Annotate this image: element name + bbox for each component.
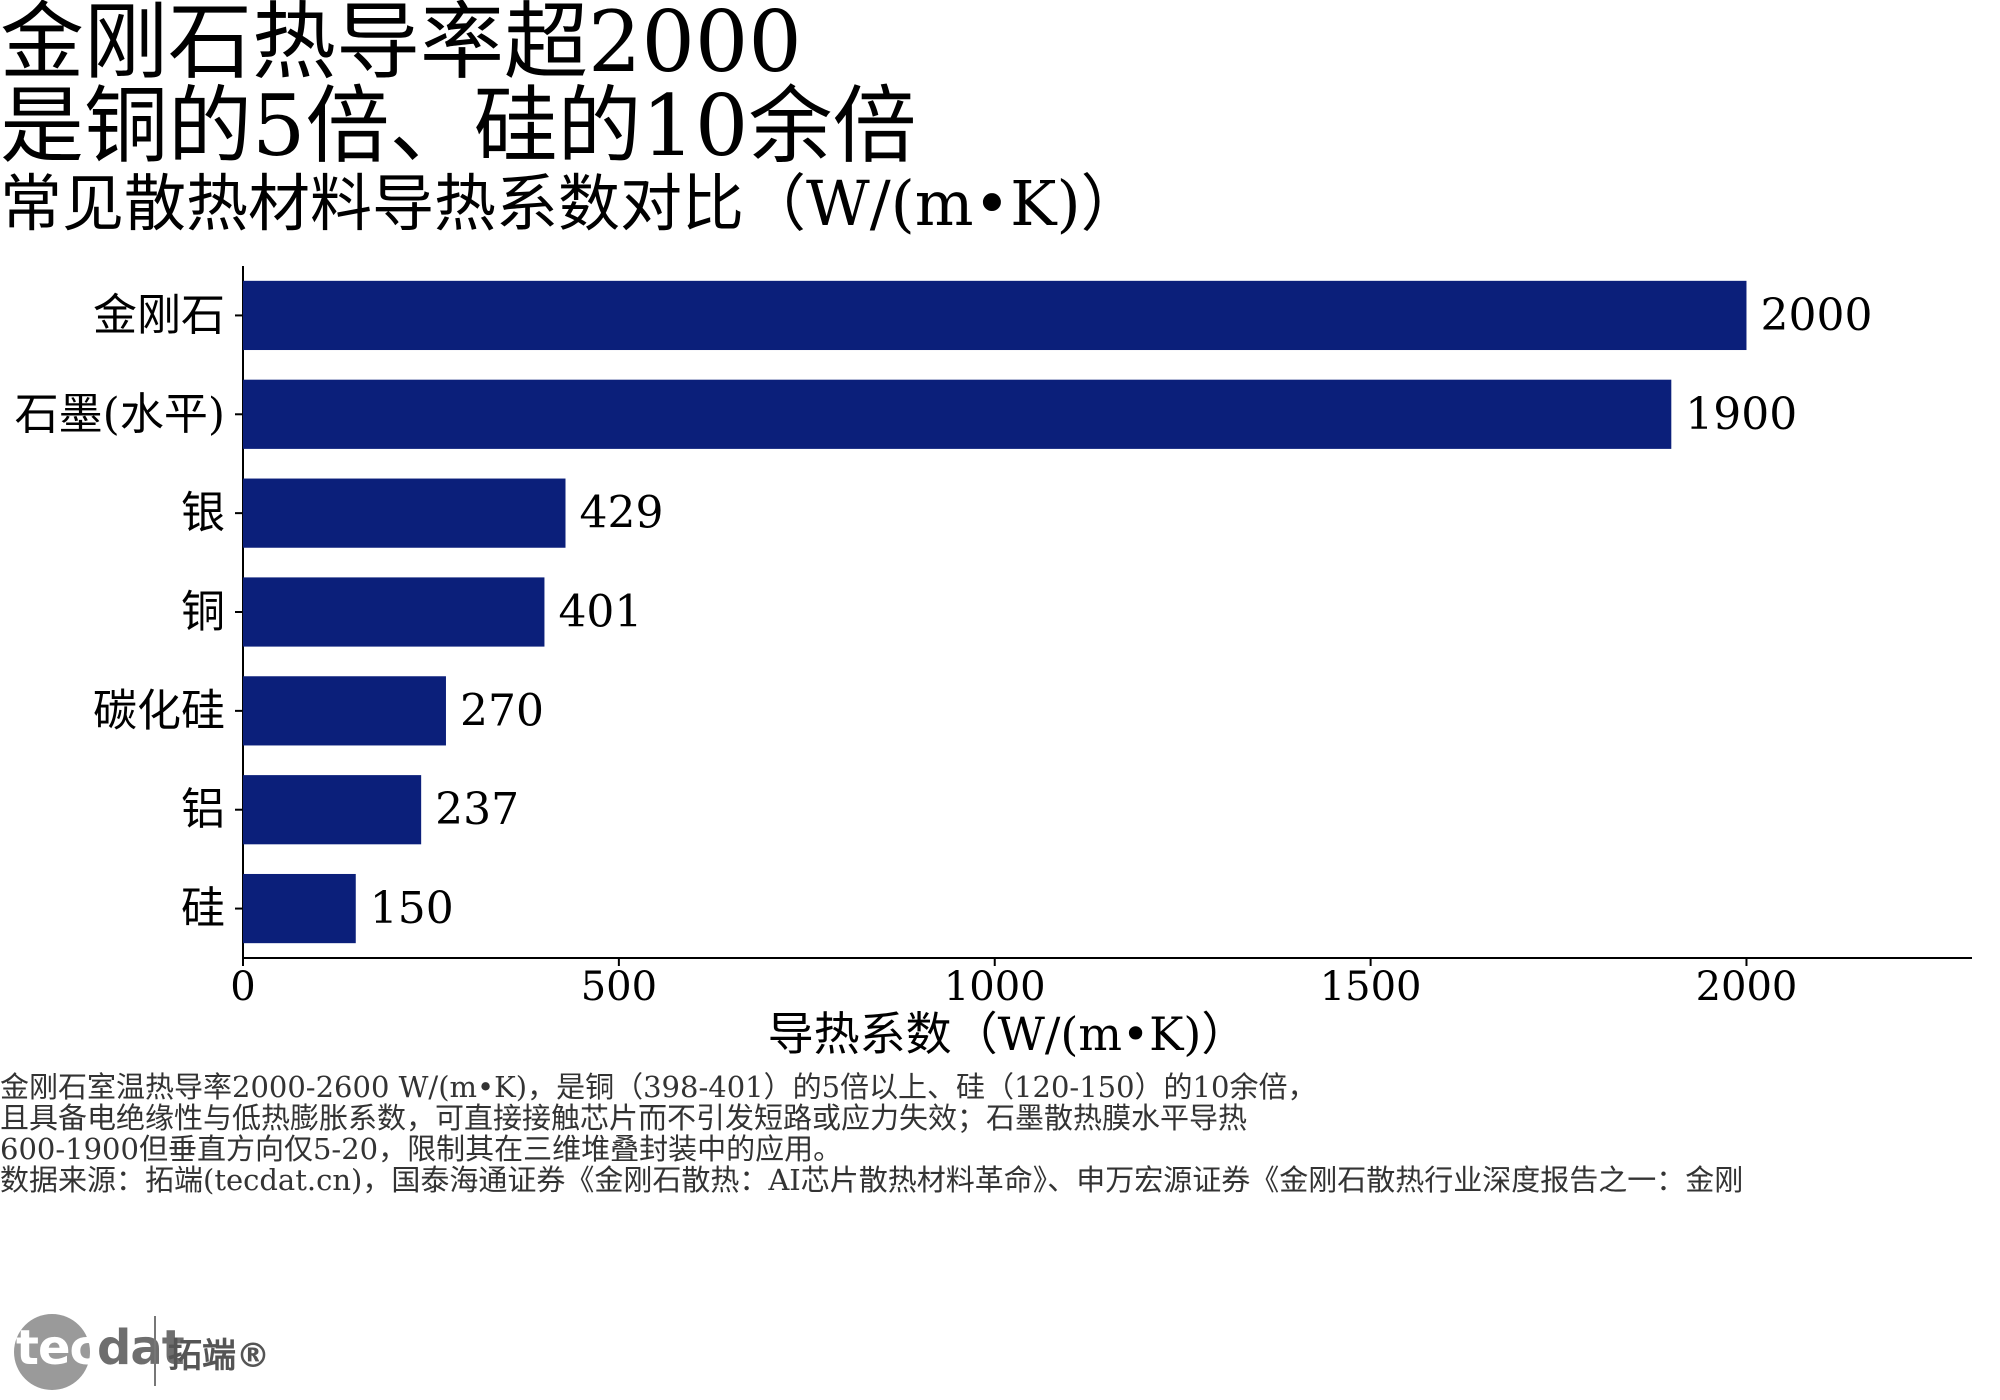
logo-cn-name: 拓端® — [168, 1336, 270, 1376]
note-line-3: 600-1900但垂直方向仅5-20，限制其在三维堆叠封装中的应用。 — [0, 1132, 843, 1166]
tecdat-logo: tecdat 拓端® — [14, 1310, 274, 1396]
bar-1 — [243, 379, 1672, 449]
data-label-5: 237 — [435, 784, 519, 835]
y-tick-label-1: 石墨(水平) — [15, 389, 225, 440]
y-tick-label-3: 铜 — [181, 587, 225, 638]
x-tick-label-0: 0 — [230, 964, 255, 1010]
x-tick-label-1: 500 — [581, 964, 657, 1010]
y-tick-label-2: 银 — [181, 488, 225, 539]
x-axis-label: 导热系数（W/(m•K)） — [768, 1007, 1248, 1061]
data-label-2: 429 — [579, 488, 663, 539]
chart-title-line-1: 金刚石热导率超2000 — [0, 0, 802, 91]
y-tick-label-0: 金刚石 — [93, 290, 225, 341]
data-label-3: 401 — [558, 587, 642, 638]
note-line-2: 且具备电绝缘性与低热膨胀系数，可直接接触芯片而不引发短路或应力失效；石墨散热膜水… — [0, 1101, 1248, 1135]
x-tick-label-2: 1000 — [944, 964, 1046, 1010]
y-tick-label-5: 铝 — [181, 784, 225, 835]
bar-5 — [243, 775, 422, 845]
logo-divider — [154, 1316, 156, 1386]
bar-0 — [243, 280, 1747, 351]
x-tick-label-3: 1500 — [1320, 964, 1422, 1010]
x-tick-label-4: 2000 — [1696, 964, 1798, 1010]
data-label-6: 150 — [370, 883, 454, 934]
y-tick-label-4: 碳化硅 — [93, 685, 225, 736]
bar-3 — [243, 577, 545, 647]
data-source: 数据来源：拓端(tecdat.cn)，国泰海通证券《金刚石散热：AI芯片散热材料… — [0, 1163, 1744, 1197]
data-label-1: 1900 — [1685, 389, 1797, 440]
bar-6 — [243, 873, 356, 944]
bar-4 — [243, 676, 446, 746]
note-line-1: 金刚石室温热导率2000-2600 W/(m•K)，是铜（398-401）的5倍… — [0, 1070, 1317, 1104]
data-label-0: 2000 — [1760, 290, 1872, 341]
bar-2 — [243, 478, 566, 548]
logo-wordmark: tecdat — [16, 1320, 185, 1376]
title-block: 金刚石热导率超2000 是铜的5倍、硅的10余倍 常见散热材料导热系数对比（W/… — [0, 0, 1143, 240]
logo-circle — [14, 1314, 90, 1390]
chart-title-line-2: 是铜的5倍、硅的10余倍 — [0, 77, 917, 175]
y-tick-label-6: 硅 — [181, 883, 225, 934]
data-label-4: 270 — [460, 685, 544, 736]
chart-notes: 金刚石室温热导率2000-2600 W/(m•K)，是铜（398-401）的5倍… — [0, 1072, 1743, 1196]
chart-subtitle: 常见散热材料导热系数对比（W/(m•K)） — [0, 167, 1143, 240]
